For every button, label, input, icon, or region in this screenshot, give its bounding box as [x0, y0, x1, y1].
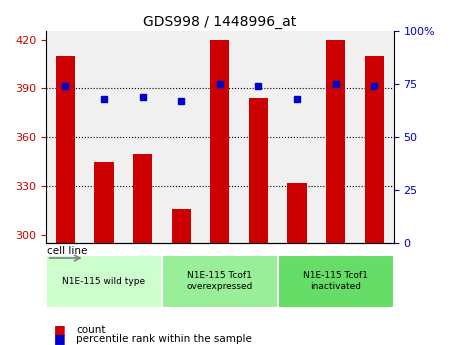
Text: ■: ■ — [54, 332, 66, 345]
Bar — [133, 154, 152, 243]
FancyBboxPatch shape — [46, 255, 162, 308]
Bar — [56, 56, 75, 243]
Bar — [364, 56, 384, 243]
Bar — [249, 98, 268, 243]
Bar — [171, 209, 191, 243]
Bar — [210, 40, 230, 243]
Text: N1E-115 wild type: N1E-115 wild type — [63, 277, 145, 286]
Text: ■: ■ — [54, 323, 66, 336]
Bar — [94, 162, 113, 243]
FancyBboxPatch shape — [278, 255, 394, 308]
Text: N1E-115 Tcof1
overexpressed: N1E-115 Tcof1 overexpressed — [187, 272, 253, 291]
FancyBboxPatch shape — [162, 255, 278, 308]
Bar — [288, 183, 307, 243]
Bar — [326, 40, 345, 243]
Text: percentile rank within the sample: percentile rank within the sample — [76, 334, 252, 344]
Text: cell line: cell line — [47, 246, 87, 256]
Title: GDS998 / 1448996_at: GDS998 / 1448996_at — [143, 15, 297, 29]
Text: N1E-115 Tcof1
inactivated: N1E-115 Tcof1 inactivated — [303, 272, 368, 291]
Text: count: count — [76, 325, 106, 335]
